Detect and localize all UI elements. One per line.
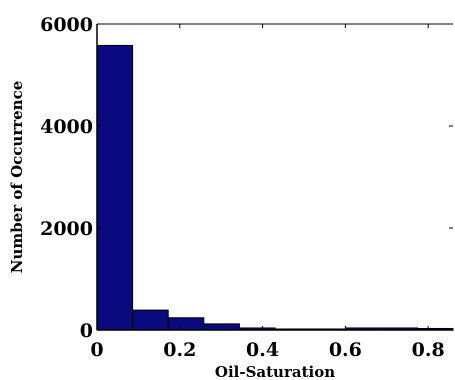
x-tick-label: 0.4 bbox=[246, 339, 279, 361]
x-axis-title: Oil-Saturation bbox=[215, 363, 335, 380]
x-tick-label: 0.6 bbox=[329, 339, 362, 361]
histogram-bar bbox=[96, 44, 134, 331]
ticks: 0 0.2 0.4 0.6 0.8 0 2000 4000 6000 bbox=[40, 14, 453, 361]
y-tick-label: 6000 bbox=[40, 14, 93, 36]
y-tick-label: 2000 bbox=[40, 218, 93, 240]
histogram-bar bbox=[132, 309, 169, 331]
x-tick-label: 0.8 bbox=[412, 339, 445, 361]
plot-area bbox=[97, 24, 453, 330]
axes bbox=[96, 23, 453, 331]
x-tick-label: 0.2 bbox=[163, 339, 196, 361]
x-tick-label: 0 bbox=[90, 339, 103, 361]
y-axis-title: Number of Occurrence bbox=[8, 81, 26, 274]
y-tick-label: 4000 bbox=[40, 116, 93, 138]
histogram-bar bbox=[203, 323, 240, 331]
y-tick-label: 0 bbox=[80, 320, 93, 342]
histogram-bar bbox=[167, 317, 205, 331]
